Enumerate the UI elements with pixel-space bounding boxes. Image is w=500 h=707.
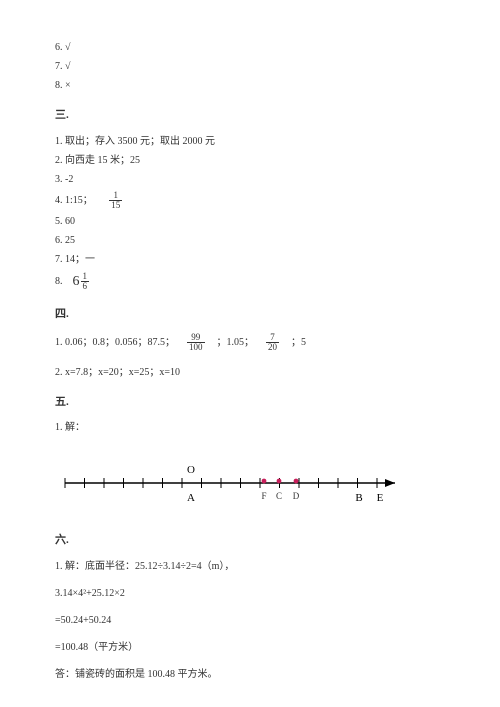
number-line-diagram: O A B E FC D [55, 453, 445, 518]
mixed-fraction: 1 6 [81, 272, 90, 292]
item-8: 8. × [55, 78, 445, 93]
section-6-heading: 六. [55, 532, 445, 549]
svg-text:E: E [377, 492, 384, 504]
mixed-whole: 6 [73, 271, 80, 292]
s4-l1-frac1: 99 100 [187, 333, 205, 353]
s5-item-1: 1. 解： [55, 420, 445, 435]
s3-item-4: 4. 1:15； 1 15 [55, 191, 445, 211]
s3-item-5: 5. 60 [55, 214, 445, 229]
s3-item-3: 3. -2 [55, 172, 445, 187]
section-5-heading: 五. [55, 394, 445, 411]
section-4-heading: 四. [55, 306, 445, 323]
s6-item-1: 1. 解：底面半径：25.12÷3.14÷2=4（m）， [55, 559, 445, 574]
item-7: 7. √ [55, 59, 445, 74]
s4-l1-frac2: 7 20 [266, 333, 279, 353]
s6-item-3: =50.24+50.24 [55, 613, 445, 628]
s3-item-4-text: 4. 1:15； [55, 195, 93, 206]
fraction-denominator: 100 [187, 343, 205, 352]
svg-text:A: A [187, 492, 195, 504]
s3-item-8: 8. 6 1 6 [55, 271, 445, 292]
s3-item-8-label: 8. [55, 274, 63, 289]
fraction-denominator: 15 [109, 201, 122, 210]
fraction-denominator: 6 [81, 282, 90, 291]
svg-text:B: B [355, 492, 362, 504]
section-3-heading: 三. [55, 107, 445, 124]
s4-l1-part-a: 1. 0.06；0.8；0.056；87.5； [55, 335, 175, 350]
number-line-svg: O A B E FC D [55, 453, 415, 513]
s6-item-4: =100.48（平方米） [55, 640, 445, 655]
s3-item-6: 6. 25 [55, 233, 445, 248]
s6-item-5: 答：铺瓷砖的面积是 100.48 平方米。 [55, 667, 445, 682]
svg-text:D: D [293, 491, 300, 501]
s6-item-2: 3.14×4²+25.12×2 [55, 586, 445, 601]
svg-text:F: F [261, 491, 266, 501]
fraction-denominator: 20 [266, 343, 279, 352]
s4-item-2: 2. x=7.8；x=20；x=25；x=10 [55, 365, 445, 380]
s3-item-4-fraction: 1 15 [109, 191, 122, 211]
svg-text:C: C [276, 491, 282, 501]
s4-l1-part-c: ；5 [291, 335, 306, 350]
s3-item-2: 2. 向西走 15 米；25 [55, 153, 445, 168]
svg-text:O: O [187, 464, 195, 476]
s3-item-1: 1. 取出；存入 3500 元；取出 2000 元 [55, 134, 445, 149]
s3-item-7: 7. 14；一 [55, 252, 445, 267]
s4-item-1: 1. 0.06；0.8；0.056；87.5； 99 100 ；1.05； 7 … [55, 333, 445, 353]
s4-l1-part-b: ；1.05； [217, 335, 255, 350]
item-6: 6. √ [55, 40, 445, 55]
s3-item-8-mixed: 6 1 6 [73, 271, 90, 292]
